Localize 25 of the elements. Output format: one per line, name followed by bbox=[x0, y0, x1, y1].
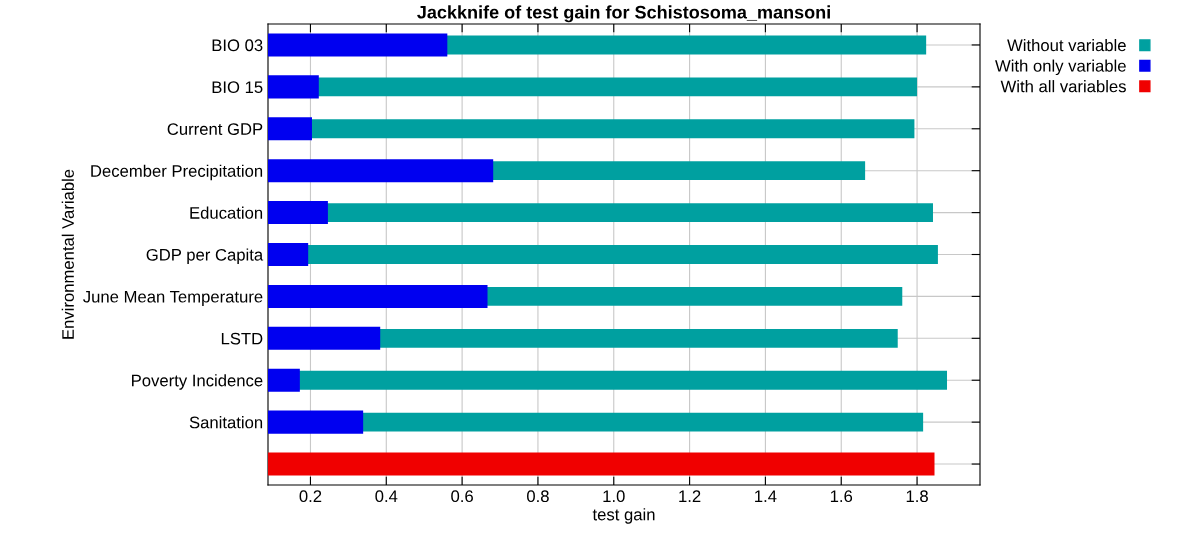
legend-label: With only variable bbox=[995, 59, 1126, 76]
y-tick-label: December Precipitation bbox=[91, 164, 263, 181]
x-tick-label: 0.2 bbox=[299, 490, 322, 503]
y-tick-label: Education bbox=[190, 206, 263, 219]
y-tick-label: BIO 03 bbox=[212, 39, 263, 52]
x-axis-title: test gain bbox=[592, 508, 655, 524]
x-tick-label: 1.0 bbox=[603, 490, 625, 503]
y-tick-label: June Mean Temperature bbox=[83, 290, 263, 306]
x-tick-label: 1.2 bbox=[679, 490, 701, 502]
x-tick-label: 0.6 bbox=[451, 490, 473, 503]
x-tick-label: 1.4 bbox=[755, 490, 777, 502]
x-tick-label: 1.6 bbox=[830, 490, 853, 503]
x-tick-label: 0.4 bbox=[375, 490, 398, 503]
y-tick-label: Poverty Incidence bbox=[132, 374, 263, 390]
y-tick-label: Current GDP bbox=[167, 123, 263, 135]
legend-label: With all variables bbox=[1000, 80, 1126, 93]
y-tick-label: LSTD bbox=[221, 332, 263, 345]
chart-title: Jackknife of test gain for Schistosoma_mansoni bbox=[417, 5, 830, 23]
y-axis-title: Environmental Variable bbox=[61, 169, 74, 339]
y-tick-label: GDP per Capita bbox=[146, 248, 264, 264]
y-tick-label: BIO 15 bbox=[212, 81, 263, 94]
x-tick-label: 1.8 bbox=[906, 490, 928, 503]
y-tick-label: Sanitation bbox=[189, 416, 263, 429]
x-tick-label: 0.8 bbox=[527, 490, 549, 503]
legend-label: Without variable bbox=[1007, 39, 1126, 52]
